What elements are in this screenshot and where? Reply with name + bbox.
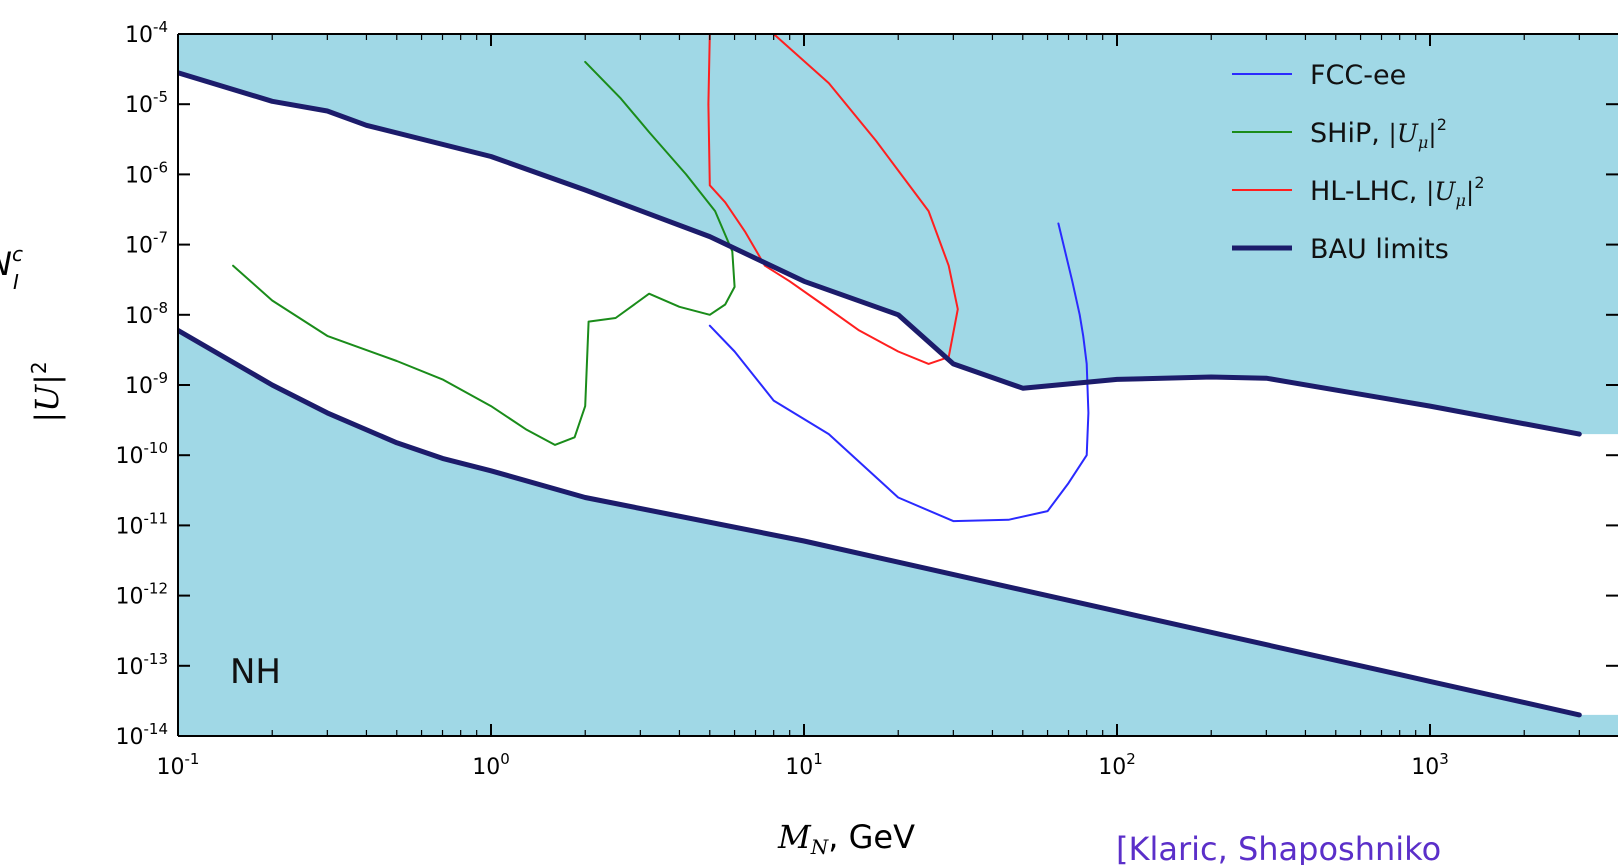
nh-annotation: NH [230,652,281,692]
x-tick-label: 101 [785,750,823,780]
y-tick-label: 10-6 [125,158,168,188]
y-tick-label: 10-13 [116,650,169,680]
legend-item: HL-LHC, |Uμ|2 [1232,173,1485,210]
x-axis-label: MN, GeV [777,818,915,859]
y-axis-label-partial: NcI [0,242,23,294]
series-hl-lhc-u-line [707,34,959,365]
series-bau-lower-line [178,327,1582,718]
y-tick-label: 10-10 [116,439,169,469]
citation: [Klaric, Shaposhniko [1116,830,1441,865]
y-tick-label: 10-12 [116,580,169,610]
legend-label: BAU limits [1310,234,1449,265]
x-tick-label: 100 [472,750,510,780]
legend-label: SHiP, |Uμ|2 [1310,115,1447,152]
legend-label: FCC-ee [1310,60,1406,91]
legend-item: BAU limits [1232,234,1449,265]
y-axis-label: |U|2 [27,361,66,422]
excluded-region-lower [178,330,1618,736]
y-tick-labels: 10-4 10-5 10-6 10-7 10-8 10-9 10-10 10-11 10-12 1… [116,18,169,750]
legend-label: HL-LHC, |Uμ|2 [1310,173,1485,210]
series-layer [178,34,1582,718]
legend-item: SHiP, |Uμ|2 [1232,115,1447,152]
y-tick-label: 10-4 [125,18,168,48]
y-tick-label: 10-11 [116,509,169,539]
y-tick-label: 10-7 [125,229,168,259]
x-tick-labels: 10-1 100 101 102 103 [157,750,1449,780]
x-tick-label: 102 [1098,750,1136,780]
legend-item: FCC-ee [1232,60,1406,91]
plot-area [178,34,1618,736]
y-tick-label: 10-8 [125,299,168,329]
x-tick-label: 103 [1411,750,1449,780]
y-tick-label: 10-14 [116,720,169,750]
series-bau-limits-line [178,70,1582,437]
y-tick-label: 10-5 [125,88,168,118]
x-tick-label: 10-1 [157,750,200,780]
excluded-region-upper [178,34,1618,435]
legend: FCC-ee SHiP, |Uμ|2 HL-LHC, |Uμ|2 BAU limits [1232,60,1485,265]
ticks-layer [177,33,1618,737]
y-tick-label: 10-9 [125,369,168,399]
series-fcc-ee-line [708,222,1090,523]
series-ship-u-line [232,60,736,446]
